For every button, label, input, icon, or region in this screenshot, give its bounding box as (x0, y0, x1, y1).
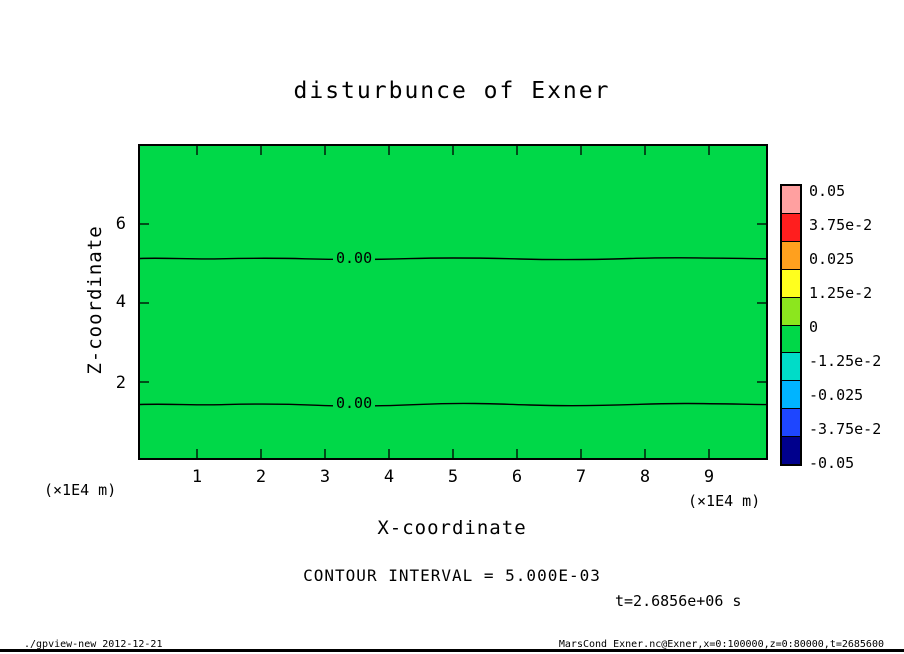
contour-line-label: 0.00 (333, 250, 376, 267)
colorbar-segment (782, 408, 800, 437)
z-tick-label: 6 (115, 214, 126, 234)
colorbar-segment (782, 436, 800, 465)
x-axis-unit: (×1E4 m) (688, 492, 761, 510)
colorbar-segment (782, 212, 800, 241)
z-tick-label: 2 (115, 373, 126, 393)
colorbar-segment (782, 380, 800, 409)
colorbar-segment (782, 186, 800, 213)
chart-title: disturbunce of Exner (293, 78, 611, 104)
x-tick-label: 9 (703, 467, 715, 487)
zero-contour-lower (140, 402, 766, 407)
z-tick-label: 4 (115, 292, 126, 312)
colorbar-segment (782, 352, 800, 381)
contour-line-label: 0.00 (333, 395, 376, 412)
colorbar (780, 184, 802, 466)
x-tick-label: 4 (383, 467, 395, 487)
colorbar-segment (782, 296, 800, 325)
x-tick-label: 5 (447, 467, 459, 487)
x-tick-label: 6 (511, 467, 523, 487)
colorbar-label: 0 (809, 318, 819, 336)
z-axis-unit: (×1E4 m) (44, 481, 117, 499)
colorbar-segment (782, 268, 800, 297)
colorbar-label: 1.25e-2 (809, 284, 873, 302)
x-tick-label: 8 (639, 467, 651, 487)
colorbar-label: -1.25e-2 (809, 352, 882, 370)
footer-program-info: ./gpview-new 2012-12-21 (24, 639, 163, 650)
z-axis-label: Z-coordinate (84, 225, 106, 375)
colorbar-label: 3.75e-2 (809, 216, 873, 234)
footer-file-info: MarsCond_Exner.nc@Exner,x=0:100000,z=0:8… (558, 639, 884, 650)
colorbar-segment (782, 240, 800, 269)
colorbar-segment (782, 324, 800, 353)
time-annotation: t=2.6856e+06 s (615, 592, 742, 610)
contour-and-ticks-layer (140, 146, 766, 458)
x-tick-label: 2 (255, 467, 267, 487)
zero-contour-upper (140, 257, 766, 261)
axis-ticks (140, 146, 766, 458)
x-tick-label: 7 (575, 467, 587, 487)
colorbar-label: -0.025 (809, 386, 864, 404)
x-tick-label: 3 (319, 467, 331, 487)
colorbar-label: 0.05 (809, 182, 846, 200)
bottom-rule (0, 649, 904, 652)
plot-area: 0.00 0.00 (138, 144, 768, 460)
colorbar-label: -3.75e-2 (809, 420, 882, 438)
colorbar-label: -0.05 (809, 454, 855, 472)
x-axis-label: X-coordinate (377, 517, 527, 539)
x-tick-label: 1 (191, 467, 203, 487)
contour-interval-text: CONTOUR INTERVAL = 5.000E-03 (303, 566, 601, 585)
colorbar-label: 0.025 (809, 250, 855, 268)
